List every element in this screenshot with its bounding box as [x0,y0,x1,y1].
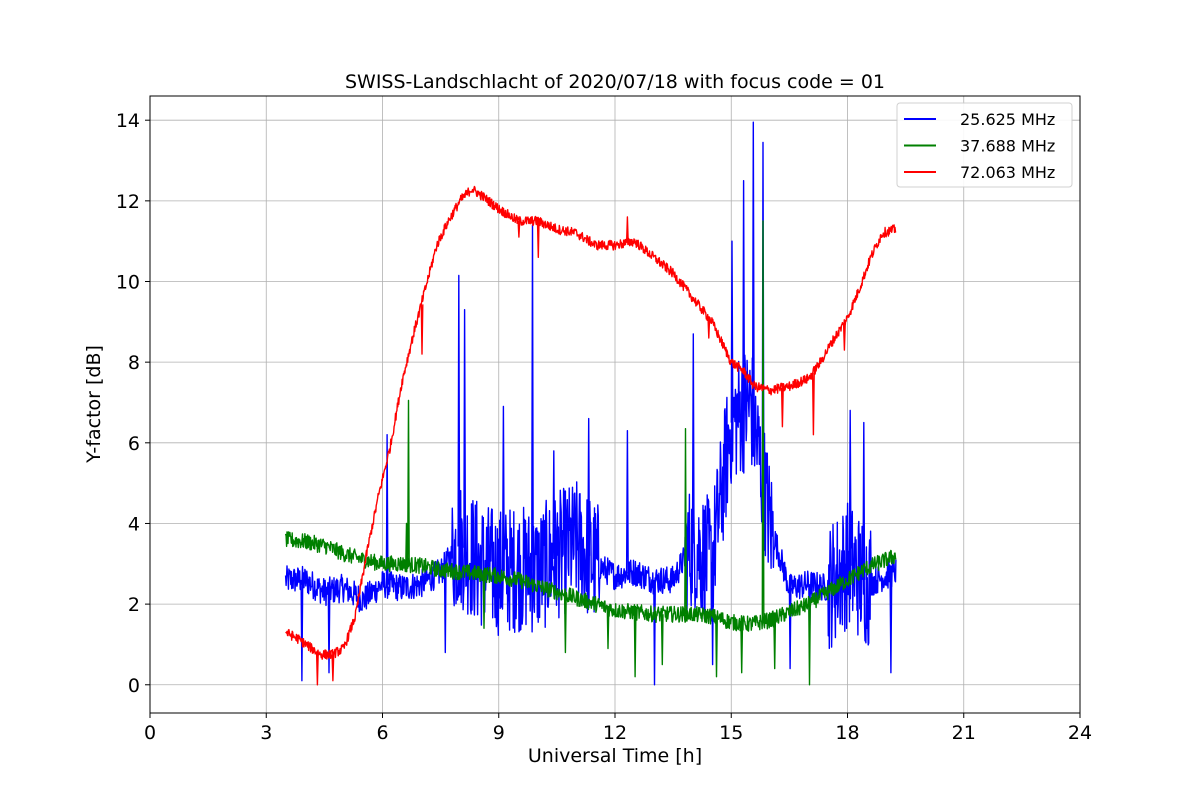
series-line-2 [284,220,897,686]
x-tick-label: 3 [260,722,272,744]
x-axis-label: Universal Time [h] [528,745,702,767]
y-tick-label: 12 [116,191,140,213]
x-tick-label: 18 [835,722,859,744]
legend-box [896,102,1073,188]
chart-title: SWISS-Landschlacht of 2020/07/18 with fo… [345,71,885,93]
series-line-3 [285,185,897,686]
plot-area [284,121,897,686]
series-layer [284,121,897,686]
legend-label-1: 25.625 MHz [960,110,1055,129]
x-tick-label: 0 [144,722,156,744]
x-tick-label: 6 [376,722,388,744]
y-tick-label: 8 [128,352,140,374]
x-tick-label: 15 [719,722,743,744]
legend-label-2: 37.688 MHz [960,137,1055,156]
x-tick-label: 21 [952,722,976,744]
y-tick-label: 6 [128,433,140,455]
y-tick-label: 4 [128,513,140,535]
y-tick-label: 14 [116,110,140,132]
x-tick-label: 9 [493,722,505,744]
x-tick-label: 24 [1068,722,1092,744]
y-tick-label: 2 [128,594,140,616]
y-tick-label: 0 [128,675,140,697]
y-axis-label: Y-factor [dB] [83,345,105,464]
legend: 25.625 MHz 37.688 MHz 72.063 MHz [896,102,1073,188]
x-tick-label: 12 [603,722,627,744]
legend-label-3: 72.063 MHz [960,163,1055,182]
y-tick-label: 10 [116,272,140,294]
